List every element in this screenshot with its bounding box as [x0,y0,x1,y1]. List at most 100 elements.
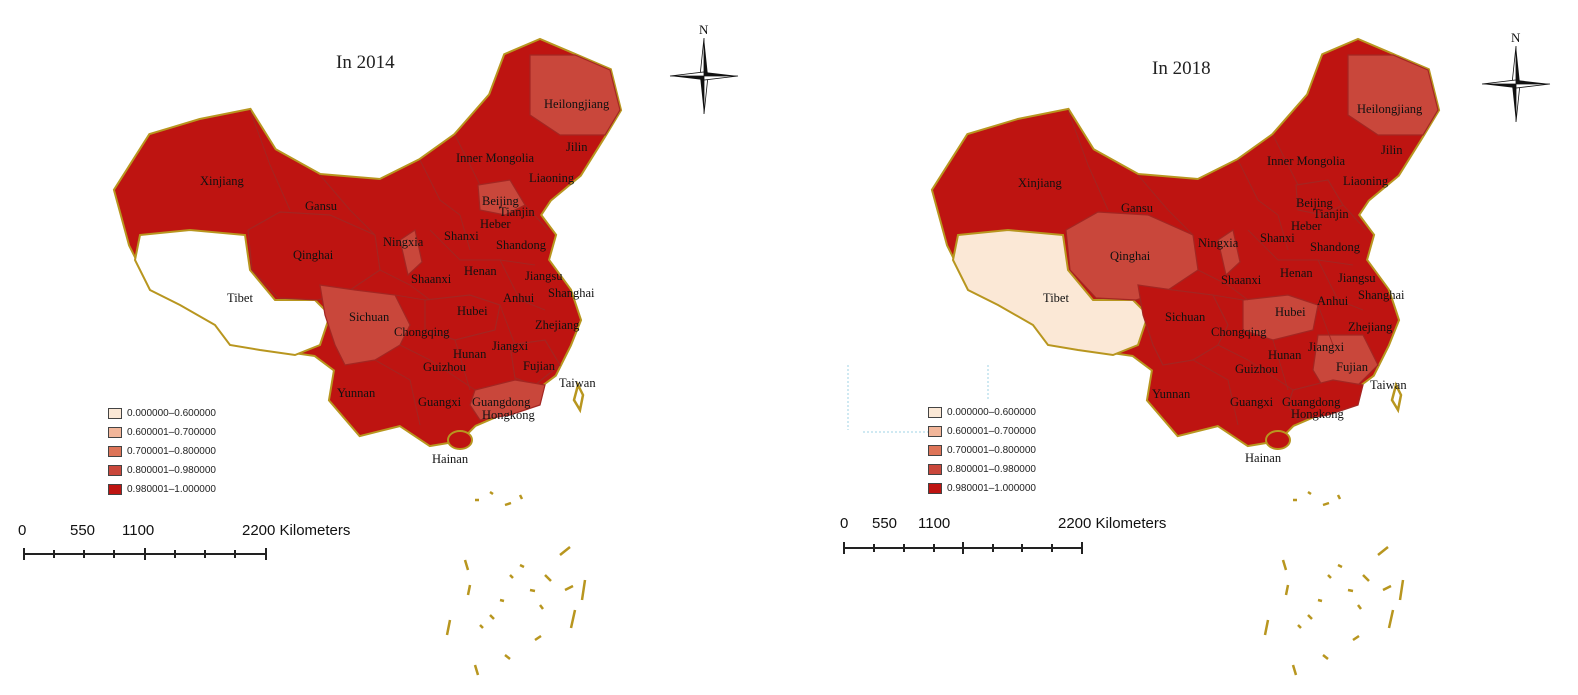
label-qinghai: Qinghai [1110,249,1151,263]
dotted-artifacts [847,365,989,433]
label-guangxi: Guangxi [418,395,462,409]
legend-label: 0.000000–0.600000 [127,408,216,419]
region-tibet [133,228,332,357]
scale-bar-line [843,542,1083,554]
legend-label: 0.980001–1.000000 [947,483,1036,494]
legend: 0.000000–0.600000 0.600001–0.700000 0.70… [928,403,1036,498]
scale-label-0: 0 [840,515,849,532]
label-henan: Henan [464,264,497,278]
label-tianjin: Tianjin [1313,207,1349,221]
label-xinjiang: Xinjiang [200,174,244,188]
label-inner-mongolia: Inner Mongolia [456,151,535,165]
label-hubei: Hubei [1275,305,1306,319]
legend-item: 0.700001–0.800000 [108,442,216,461]
scale-bar: 0 550 1100 2200 Kilometers [18,522,358,562]
label-guizhou: Guizhou [1235,362,1279,376]
compass-rose-icon: N [668,22,740,115]
label-fujian: Fujian [523,359,555,373]
region-guangdong [1287,379,1364,421]
legend-swatch [108,446,122,457]
label-jilin: Jilin [1381,143,1403,157]
scale-label-1100: 1100 [122,522,155,539]
label-tibet: Tibet [1043,291,1069,305]
region-heilongjiang [1347,54,1439,136]
label-heber: Heber [480,217,511,231]
region-ningxia [1217,229,1241,277]
legend-item: 0.700001–0.800000 [928,441,1036,460]
label-tibet: Tibet [227,291,253,305]
label-ningxia: Ningxia [383,235,424,249]
legend-item: 0.980001–1.000000 [928,479,1036,498]
scale-label-550: 550 [872,515,898,532]
region-sichuan [319,284,411,366]
label-inner-mongolia: Inner Mongolia [1267,154,1346,168]
label-hainan: Hainan [432,452,469,466]
legend: 0.000000–0.600000 0.600001–0.700000 0.70… [108,404,216,499]
label-shaanxi: Shaanxi [1221,273,1262,287]
label-jiangsu: Jiangsu [525,269,563,283]
label-heilongjiang: Heilongjiang [544,97,610,111]
map-panel-2018: In 2018 Xinjiang Gansu Qinghai Tibet Inn… [818,0,1578,695]
legend-swatch [928,464,942,475]
label-hongkong: Hongkong [1291,407,1344,421]
legend-swatch [108,408,122,419]
label-beijing: Beijing [482,194,519,208]
legend-swatch [928,407,942,418]
label-henan: Henan [1280,266,1313,280]
label-qinghai: Qinghai [293,248,334,262]
legend-item: 0.980001–1.000000 [108,480,216,499]
scale-bar-line [23,548,267,560]
legend-label: 0.800001–0.980000 [127,465,216,476]
label-hubei: Hubei [457,304,488,318]
legend-label: 0.980001–1.000000 [127,484,216,495]
label-tianjin: Tianjin [499,205,535,219]
map-title: In 2014 [336,52,395,73]
label-anhui: Anhui [1317,294,1349,308]
region-beijing [477,179,526,216]
label-taiwan: Taiwan [559,376,596,390]
china-map-2014 [112,37,623,676]
scale-label-550: 550 [70,522,96,539]
region-sichuan [1137,284,1229,366]
legend-label: 0.700001–0.800000 [127,446,216,457]
region-heilongjiang [529,54,621,136]
china-map-2018 [847,37,1441,676]
legend-item: 0.600001–0.700000 [108,423,216,442]
label-ningxia: Ningxia [1198,236,1239,250]
legend-swatch [928,445,942,456]
map-title: In 2018 [1152,58,1211,79]
map-panel-2014: In 2014 Xinjiang Gansu Qinghai Tibet Inn… [18,22,740,676]
label-shaanxi: Shaanxi [411,272,452,286]
legend-swatch [928,426,942,437]
region-qinghai [1065,211,1199,301]
label-sichuan: Sichuan [349,310,390,324]
region-qinghai [247,211,381,301]
label-jilin: Jilin [566,140,588,154]
label-xinjiang: Xinjiang [1018,176,1062,190]
compass-rose-icon: N [1480,30,1552,123]
label-shanxi: Shanxi [444,229,479,243]
label-zhejiang: Zhejiang [535,318,580,332]
label-chongqing: Chongqing [1211,325,1267,339]
region-beijing [1295,179,1344,216]
label-shanghai: Shanghai [1358,288,1405,302]
label-fujian: Fujian [1336,360,1368,374]
region-tibet [951,228,1150,357]
label-shanxi: Shanxi [1260,231,1295,245]
legend-label: 0.600001–0.700000 [127,427,216,438]
label-hunan: Hunan [453,347,487,361]
legend-item: 0.000000–0.600000 [928,403,1036,422]
label-heber: Heber [1291,219,1322,233]
province-borders [1067,109,1367,426]
label-hongkong: Hongkong [482,408,535,422]
region-taiwan [1390,381,1403,414]
scale-label-1100: 1100 [918,515,951,532]
south-sea-islands [445,490,587,676]
label-heilongjiang: Heilongjiang [1357,102,1423,116]
legend-label: 0.800001–0.980000 [947,464,1036,475]
label-anhui: Anhui [503,291,535,305]
label-sichuan: Sichuan [1165,310,1206,324]
region-hainan [1265,430,1291,450]
label-hainan: Hainan [1245,451,1282,465]
scale-bar: 0 550 1100 2200 Kilometers [840,515,1180,555]
